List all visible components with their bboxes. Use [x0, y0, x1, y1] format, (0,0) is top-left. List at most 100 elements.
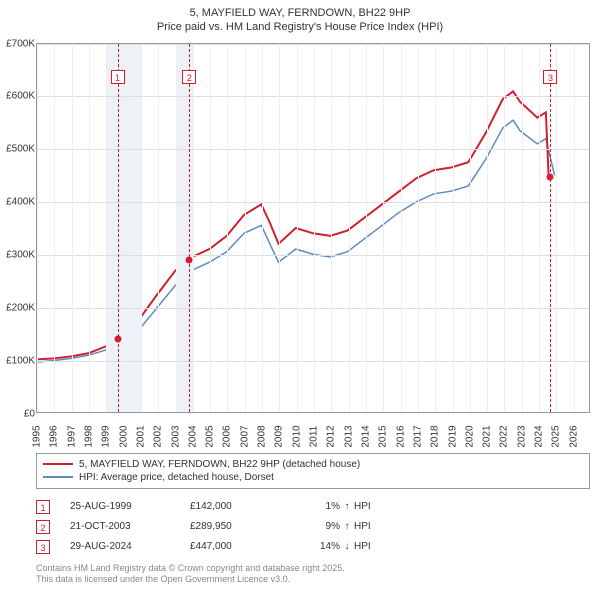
- x-axis-label: 2019: [447, 425, 458, 447]
- gridline-v: [141, 44, 142, 412]
- gridline-h: [37, 255, 589, 256]
- y-axis-label: £600K: [1, 91, 35, 102]
- line-chart: £0£100K£200K£300K£400K£500K£600K£700K199…: [36, 43, 590, 413]
- gridline-v: [210, 44, 211, 412]
- x-axis-label: 2023: [516, 425, 527, 447]
- gridline-v: [279, 44, 280, 412]
- gridline-h: [37, 202, 589, 203]
- x-axis-label: 2011: [309, 425, 320, 447]
- legend: 5, MAYFIELD WAY, FERNDOWN, BH22 9HP (det…: [36, 453, 590, 489]
- gridline-h: [37, 96, 589, 97]
- footer-line2: This data is licensed under the Open Gov…: [36, 574, 590, 586]
- x-axis-label: 2018: [430, 425, 441, 447]
- x-axis-label: 2006: [222, 425, 233, 447]
- sales-table: 125-AUG-1999£142,0001%↑HPI221-OCT-2003£2…: [36, 497, 590, 557]
- marker-line: [550, 44, 551, 412]
- marker-box: 3: [543, 70, 557, 84]
- arrow-icon: ↑: [340, 521, 354, 532]
- y-axis-label: £500K: [1, 144, 35, 155]
- gridline-v: [106, 44, 107, 412]
- gridline-v: [522, 44, 523, 412]
- legend-item: HPI: Average price, detached house, Dors…: [43, 471, 583, 484]
- sales-row-pct: 14%: [290, 541, 340, 552]
- gridline-v: [539, 44, 540, 412]
- x-axis-label: 2017: [412, 425, 423, 447]
- x-axis-label: 2020: [464, 425, 475, 447]
- y-axis-label: £400K: [1, 197, 35, 208]
- gridline-v: [366, 44, 367, 412]
- gridline-v: [314, 44, 315, 412]
- marker-line: [118, 44, 119, 412]
- legend-item: 5, MAYFIELD WAY, FERNDOWN, BH22 9HP (det…: [43, 458, 583, 471]
- marker-box: 1: [111, 70, 125, 84]
- gridline-v: [470, 44, 471, 412]
- gridline-v: [487, 44, 488, 412]
- gridline-v: [574, 44, 575, 412]
- sales-row: 1 25-AUG-1999£142,0001%↑HPI: [36, 497, 590, 517]
- x-axis-label: 1997: [66, 425, 77, 447]
- x-axis-label: 2026: [568, 425, 579, 447]
- legend-label: HPI: Average price, detached house, Dors…: [79, 472, 274, 483]
- gridline-v: [349, 44, 350, 412]
- x-axis-label: 2010: [291, 425, 302, 447]
- x-axis-label: 2025: [551, 425, 562, 447]
- gridline-v: [124, 44, 125, 412]
- legend-label: 5, MAYFIELD WAY, FERNDOWN, BH22 9HP (det…: [79, 459, 360, 470]
- sales-row-marker: 2: [36, 520, 50, 534]
- gridline-v: [401, 44, 402, 412]
- sale-point: [547, 174, 554, 181]
- sales-row-hpi-label: HPI: [354, 521, 394, 532]
- sales-row-date: 21-OCT-2003: [70, 521, 190, 532]
- gridline-h: [37, 149, 589, 150]
- x-axis-label: 2016: [395, 425, 406, 447]
- x-axis-label: 1999: [101, 425, 112, 447]
- gridline-v: [435, 44, 436, 412]
- gridline-v: [504, 44, 505, 412]
- sales-row-hpi-label: HPI: [354, 501, 394, 512]
- gridline-v: [227, 44, 228, 412]
- x-axis-label: 2005: [205, 425, 216, 447]
- sales-row-price: £447,000: [190, 541, 290, 552]
- x-axis-label: 2024: [534, 425, 545, 447]
- y-axis-label: £700K: [1, 38, 35, 49]
- gridline-v: [193, 44, 194, 412]
- chart-title-block: 5, MAYFIELD WAY, FERNDOWN, BH22 9HP Pric…: [0, 0, 600, 39]
- gridline-v: [54, 44, 55, 412]
- gridline-v: [418, 44, 419, 412]
- x-axis-label: 2001: [135, 425, 146, 447]
- gridline-v: [176, 44, 177, 412]
- arrow-icon: ↓: [340, 541, 354, 552]
- x-axis-label: 2021: [482, 425, 493, 447]
- gridline-v: [89, 44, 90, 412]
- sale-point: [114, 335, 121, 342]
- sales-row-pct: 9%: [290, 521, 340, 532]
- sales-row: 221-OCT-2003£289,9509%↑HPI: [36, 517, 590, 537]
- x-axis-label: 2004: [187, 425, 198, 447]
- legend-swatch: [43, 476, 73, 478]
- marker-box: 2: [182, 70, 196, 84]
- footer-attribution: Contains HM Land Registry data © Crown c…: [36, 563, 590, 586]
- gridline-v: [158, 44, 159, 412]
- sales-row-date: 25-AUG-1999: [70, 501, 190, 512]
- x-axis-label: 1996: [49, 425, 60, 447]
- x-axis-label: 2022: [499, 425, 510, 447]
- sales-row-pct: 1%: [290, 501, 340, 512]
- sales-row-marker: 1: [36, 500, 50, 514]
- footer-line1: Contains HM Land Registry data © Crown c…: [36, 563, 590, 575]
- x-axis-label: 2009: [274, 425, 285, 447]
- sales-row-price: £142,000: [190, 501, 290, 512]
- x-axis-label: 2003: [170, 425, 181, 447]
- sales-row-date: 29-AUG-2024: [70, 541, 190, 552]
- gridline-h: [37, 44, 589, 45]
- x-axis-label: 1995: [32, 425, 43, 447]
- title-line1: 5, MAYFIELD WAY, FERNDOWN, BH22 9HP: [0, 6, 600, 20]
- title-line2: Price paid vs. HM Land Registry's House …: [0, 20, 600, 34]
- gridline-v: [262, 44, 263, 412]
- x-axis-label: 2015: [378, 425, 389, 447]
- x-axis-label: 2008: [257, 425, 268, 447]
- arrow-icon: ↑: [340, 501, 354, 512]
- legend-swatch: [43, 463, 73, 465]
- x-axis-label: 2014: [360, 425, 371, 447]
- y-axis-label: £300K: [1, 250, 35, 261]
- gridline-v: [37, 44, 38, 412]
